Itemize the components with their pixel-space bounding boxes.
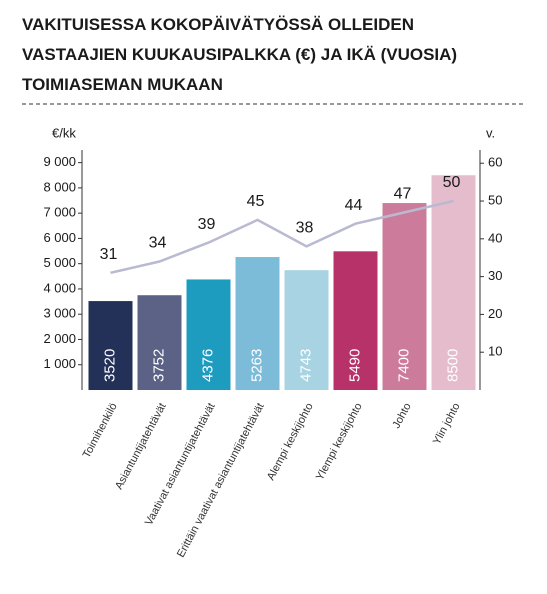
value-label: 8500 <box>444 349 461 382</box>
y2-axis-label: v. <box>486 125 495 140</box>
x-tick-label: Asiantuntijatehtävät <box>113 401 169 491</box>
y2-tick-label: 60 <box>488 155 502 170</box>
y2-tick-label: 20 <box>488 306 502 321</box>
value-label: 3520 <box>101 349 118 382</box>
y-tick-label: 8 000 <box>43 179 76 194</box>
y-tick-label: 7 000 <box>43 205 76 220</box>
bar <box>235 257 280 390</box>
x-tick-label: Ylempi keskijohto <box>314 401 365 482</box>
value-label: 45 <box>247 193 265 210</box>
bar <box>431 175 476 390</box>
x-tick-label: Alempi keskijohto <box>265 401 316 482</box>
y2-tick-label: 40 <box>488 230 502 245</box>
y-tick-label: 5 000 <box>43 255 76 270</box>
value-label: 34 <box>149 235 167 252</box>
line <box>110 199 454 275</box>
value-label: 39 <box>198 216 216 233</box>
chart-title: TOIMIASEMAN MUKAAN <box>22 75 223 94</box>
y-tick-label: 2 000 <box>43 331 76 346</box>
chart-title: VAKITUISESSA KOKOPÄIVÄTYÖSSÄ OLLEIDEN <box>22 15 414 34</box>
bar <box>333 251 378 390</box>
value-label: 7400 <box>395 349 412 382</box>
bar <box>382 203 427 390</box>
value-label: 50 <box>443 174 461 191</box>
bar <box>88 301 133 390</box>
value-label: 4743 <box>297 349 314 382</box>
value-label: 31 <box>100 246 118 263</box>
y-axis-label: €/kk <box>52 125 76 140</box>
value-label: 44 <box>345 197 363 214</box>
value-label: 3752 <box>150 349 167 382</box>
y-tick-label: 6 000 <box>43 230 76 245</box>
value-label: 38 <box>296 220 314 237</box>
x-tick-label: Ylin johto <box>431 401 463 447</box>
y2-tick-label: 10 <box>488 344 502 359</box>
y2-tick-label: 30 <box>488 268 502 283</box>
x-tick-label: Toimihenkilö <box>81 401 120 460</box>
bar <box>137 295 182 390</box>
value-label: 47 <box>394 186 412 203</box>
value-label: 4376 <box>199 349 216 382</box>
y-tick-label: 4 000 <box>43 280 76 295</box>
value-label: 5490 <box>346 349 363 382</box>
y-tick-label: 1 000 <box>43 356 76 371</box>
y-tick-label: 9 000 <box>43 154 76 169</box>
y2-tick-label: 50 <box>488 192 502 207</box>
chart-title: VASTAAJIEN KUUKAUSIPALKKA (€) JA IKÄ (VU… <box>22 45 457 64</box>
bar <box>186 279 231 390</box>
x-tick-label: Johto <box>390 401 413 430</box>
bar <box>284 270 329 390</box>
y-tick-label: 3 000 <box>43 306 76 321</box>
x-tick-label: Erittäin vaativat asiantuntijatehtävät <box>175 401 267 559</box>
value-label: 5263 <box>248 349 265 382</box>
